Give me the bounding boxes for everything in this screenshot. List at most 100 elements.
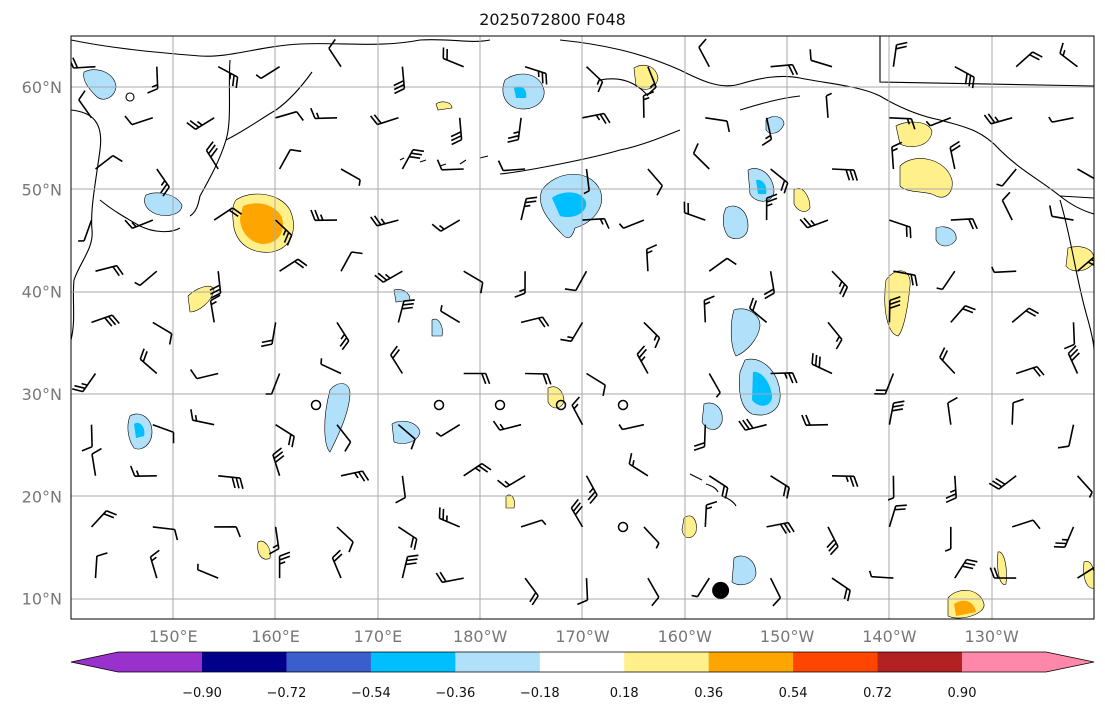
wind-barb bbox=[868, 570, 894, 579]
longitude-label: 150°E bbox=[149, 627, 198, 646]
wind-barb bbox=[708, 475, 729, 499]
colorbar-tick-label: −0.36 bbox=[435, 686, 475, 701]
wind-barb bbox=[586, 372, 606, 397]
wind-barb bbox=[983, 113, 1013, 125]
wind-barb bbox=[887, 475, 895, 501]
wind-barb bbox=[991, 266, 1017, 274]
wind-barb bbox=[129, 465, 157, 477]
wind-barb bbox=[520, 196, 538, 221]
wind-barb bbox=[585, 66, 604, 93]
wind-barb bbox=[954, 558, 978, 579]
colorbar-segment bbox=[202, 652, 287, 672]
wind-barb bbox=[1015, 51, 1043, 68]
wind-barb bbox=[799, 217, 829, 229]
colorbar-tick-label: 0.72 bbox=[863, 686, 892, 701]
storm-center-marker bbox=[712, 581, 730, 599]
wind-barb bbox=[801, 414, 829, 426]
wind-barb bbox=[1076, 475, 1093, 498]
wind-barb bbox=[147, 66, 159, 94]
wind-barb bbox=[134, 270, 158, 287]
wind-barb bbox=[954, 65, 975, 89]
latitude-label: 40°N bbox=[22, 283, 62, 302]
wind-barb bbox=[524, 65, 548, 85]
wind-barb bbox=[708, 373, 721, 398]
colorbar-extend-high bbox=[1046, 652, 1094, 672]
colorbar-tick-label: 0.54 bbox=[779, 686, 808, 701]
colorbar-tick-label: 0.36 bbox=[694, 686, 723, 701]
wind-barb bbox=[564, 270, 588, 292]
wind-barb bbox=[507, 117, 522, 143]
wind-barb bbox=[889, 117, 916, 130]
wind-barbs bbox=[71, 38, 1094, 607]
wind-barb bbox=[571, 396, 584, 426]
wind-barb bbox=[703, 295, 715, 323]
wind-barb bbox=[1011, 398, 1024, 425]
wind-barb bbox=[770, 372, 798, 384]
wind-barb bbox=[645, 244, 658, 272]
wind-barb bbox=[497, 475, 526, 488]
wind-barb bbox=[265, 373, 281, 395]
wind-barb bbox=[831, 270, 849, 298]
wind-barb bbox=[996, 168, 1017, 187]
longitude-label: 170°W bbox=[555, 627, 610, 646]
wind-barb bbox=[738, 418, 767, 431]
wind-barb bbox=[763, 271, 776, 300]
wind-barb bbox=[770, 168, 789, 194]
wind-barb bbox=[397, 526, 418, 550]
wind-barb bbox=[310, 107, 338, 120]
wind-barb bbox=[492, 420, 522, 431]
wind-barb bbox=[698, 38, 711, 68]
wind-barb bbox=[831, 475, 859, 487]
wind-barb bbox=[401, 554, 419, 579]
wind-barb bbox=[583, 168, 590, 195]
negative-anomaly-region bbox=[722, 205, 749, 239]
wind-barb bbox=[217, 65, 239, 89]
wind-barb bbox=[770, 475, 790, 499]
wind-barb bbox=[891, 141, 903, 170]
wind-barb bbox=[704, 500, 718, 527]
wind-barb bbox=[91, 447, 102, 476]
colorbar-tick-label: −0.54 bbox=[351, 686, 391, 701]
wind-barb bbox=[520, 519, 547, 528]
wind-barb bbox=[139, 348, 158, 375]
wind-barb bbox=[390, 345, 404, 374]
wind-barb bbox=[874, 373, 895, 395]
colorbar-tick-labels: −0.90 −0.72 −0.54 −0.36 −0.18 0.18 0.36 0.54 0.7… bbox=[182, 686, 976, 701]
wind-barb bbox=[340, 470, 370, 482]
wind-barb bbox=[275, 110, 304, 121]
wind-barb bbox=[320, 358, 342, 375]
wind-barb bbox=[1077, 168, 1094, 180]
longitude-label: 170°E bbox=[354, 627, 403, 646]
wind-barb bbox=[514, 271, 526, 298]
wind-barb bbox=[463, 270, 484, 294]
wind-barb bbox=[436, 159, 464, 171]
wind-barb bbox=[95, 264, 124, 277]
wind-barb bbox=[205, 141, 219, 170]
wind-barb bbox=[340, 168, 361, 186]
wind-barb bbox=[393, 66, 406, 95]
graticule bbox=[71, 36, 1094, 619]
wind-barb bbox=[831, 168, 859, 181]
wind-barb bbox=[440, 305, 461, 324]
wind-barb bbox=[218, 475, 244, 490]
wind-barb bbox=[520, 316, 550, 328]
wind-barb bbox=[893, 270, 918, 287]
calm-wind-circles bbox=[310, 399, 629, 533]
wind-barb bbox=[825, 92, 833, 118]
wind-barb bbox=[268, 526, 280, 555]
wind-barb bbox=[950, 305, 976, 323]
wind-barb bbox=[1011, 519, 1041, 530]
wind-barb bbox=[336, 424, 352, 452]
wind-barb bbox=[628, 453, 649, 477]
wind-barb bbox=[618, 423, 645, 431]
wind-barb bbox=[647, 577, 660, 607]
colorbar-tick-label: −0.18 bbox=[520, 686, 560, 701]
colorbar-outline bbox=[70, 651, 1095, 673]
wind-barb bbox=[618, 219, 645, 229]
wind-barb bbox=[585, 475, 598, 505]
wind-barb bbox=[765, 193, 778, 221]
wind-barb bbox=[401, 148, 425, 170]
colorbar-tick-label: −0.72 bbox=[267, 686, 307, 701]
wind-barb bbox=[811, 353, 833, 375]
wind-barb bbox=[1001, 191, 1013, 221]
